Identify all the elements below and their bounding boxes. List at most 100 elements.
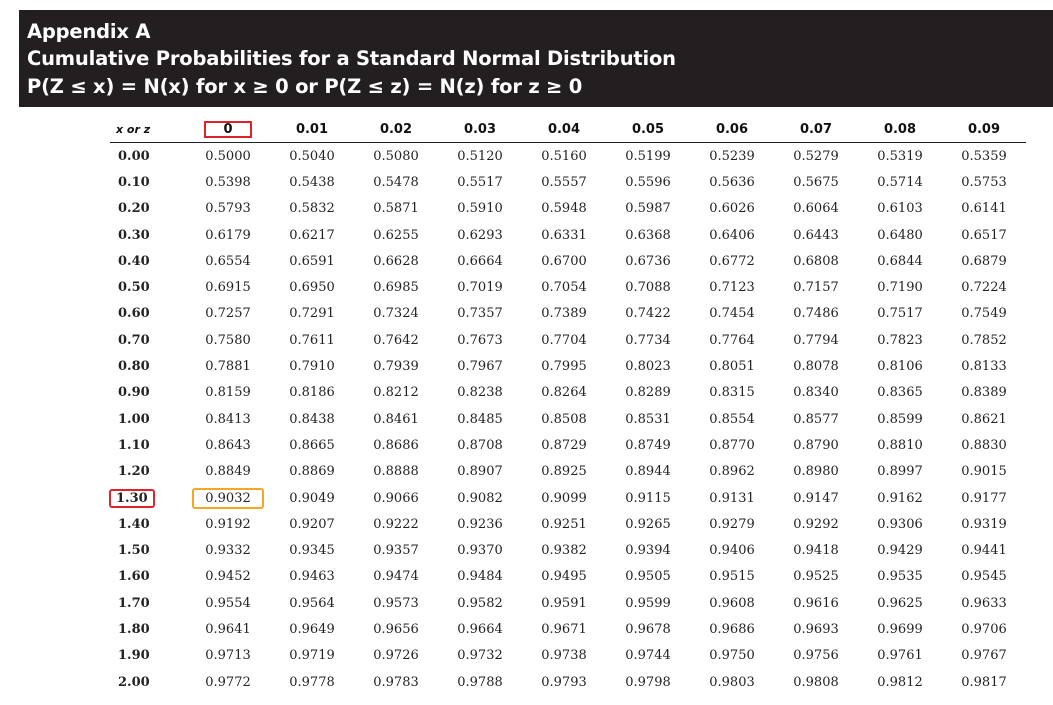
table-cell: 0.9803 xyxy=(690,669,774,695)
cell-value: 0.9495 xyxy=(541,569,587,585)
table-cell: 0.9726 xyxy=(354,643,438,669)
row-label-cell: 0.30 xyxy=(110,222,186,248)
table-cell: 0.9686 xyxy=(690,616,774,642)
row-label: 0.70 xyxy=(118,332,150,348)
table-cell: 0.9345 xyxy=(270,537,354,563)
cell-value: 0.9573 xyxy=(373,595,419,611)
table-row: 1.10 0.8643 0.8665 0.8686 0.8708 0.8729 0.8749… xyxy=(110,432,1026,458)
row-label-cell: 0.00 xyxy=(110,143,186,170)
cell-value: 0.8830 xyxy=(961,437,1007,453)
table-cell: 0.9131 xyxy=(690,485,774,511)
cell-value: 0.8365 xyxy=(877,385,923,401)
table-cell: 0.9633 xyxy=(942,590,1026,616)
table-cell: 0.5753 xyxy=(942,169,1026,195)
table-cell: 0.9319 xyxy=(942,511,1026,537)
table-cell: 0.7019 xyxy=(438,274,522,300)
cell-value: 0.9649 xyxy=(289,621,335,637)
table-cell: 0.5080 xyxy=(354,143,438,170)
cell-value: 0.5000 xyxy=(205,148,251,164)
row-label-cell: 0.90 xyxy=(110,380,186,406)
table-cell: 0.9788 xyxy=(438,669,522,695)
table-cell: 0.7881 xyxy=(186,353,270,379)
table-cell: 0.8686 xyxy=(354,432,438,458)
row-label: 1.90 xyxy=(118,648,150,664)
table-row: 0.50 0.6915 0.6950 0.6985 0.7019 0.7054 0.7088… xyxy=(110,274,1026,300)
table-cell: 0.9192 xyxy=(186,511,270,537)
table-cell: 0.5675 xyxy=(774,169,858,195)
cell-value: 0.9678 xyxy=(625,621,671,637)
row-label: 1.40 xyxy=(118,516,150,532)
column-header-label: 0.03 xyxy=(463,121,497,137)
cell-value: 0.7764 xyxy=(709,332,755,348)
cell-value: 0.9591 xyxy=(541,595,587,611)
table-cell: 0.9292 xyxy=(774,511,858,537)
cell-value: 0.9616 xyxy=(793,595,839,611)
cell-value: 0.7389 xyxy=(541,306,587,322)
column-header: 0.04 xyxy=(522,116,606,143)
row-label-cell: 0.50 xyxy=(110,274,186,300)
table-cell: 0.9678 xyxy=(606,616,690,642)
table-cell: 0.9772 xyxy=(186,669,270,695)
appendix-title: Appendix A xyxy=(27,20,151,43)
cell-value: 0.8888 xyxy=(373,464,419,480)
cell-value: 0.6664 xyxy=(457,253,503,269)
table-cell: 0.9147 xyxy=(774,485,858,511)
cell-value: 0.9803 xyxy=(709,674,755,690)
table-cell: 0.9418 xyxy=(774,537,858,563)
table-cell: 0.5319 xyxy=(858,143,942,170)
table-cell: 0.9394 xyxy=(606,537,690,563)
table-cell: 0.8078 xyxy=(774,353,858,379)
table-cell: 0.7157 xyxy=(774,274,858,300)
cell-value: 0.9406 xyxy=(709,543,755,559)
cell-value: 0.6406 xyxy=(709,227,755,243)
table-cell: 0.5478 xyxy=(354,169,438,195)
table-cell: 0.8962 xyxy=(690,459,774,485)
column-header: 0.05 xyxy=(606,116,690,143)
row-label: 0.60 xyxy=(118,306,150,322)
cell-value: 0.7852 xyxy=(961,332,1007,348)
cell-value: 0.8159 xyxy=(205,385,251,401)
table-cell: 0.9573 xyxy=(354,590,438,616)
cell-value: 0.7019 xyxy=(457,280,503,296)
row-label: 0.20 xyxy=(118,201,150,217)
row-label: 0.50 xyxy=(118,280,150,296)
cell-value: 0.6700 xyxy=(541,253,587,269)
table-cell: 0.6141 xyxy=(942,196,1026,222)
cell-value: 0.5793 xyxy=(205,201,251,217)
cell-value: 0.9686 xyxy=(709,621,755,637)
table-cell: 0.5120 xyxy=(438,143,522,170)
table-body: 0.00 0.5000 0.5040 0.5080 0.5120 0.5160 0.5199… xyxy=(109,143,1026,696)
table-cell: 0.8944 xyxy=(606,459,690,485)
table-cell: 0.7389 xyxy=(522,301,606,327)
table-cell: 0.7257 xyxy=(186,301,270,327)
cell-value: 0.8621 xyxy=(961,411,1007,427)
table-cell: 0.6554 xyxy=(186,248,270,274)
cell-value: 0.9319 xyxy=(961,516,1007,532)
table-cell: 0.6406 xyxy=(690,222,774,248)
cell-value: 0.9564 xyxy=(289,595,335,611)
cell-value: 0.5557 xyxy=(541,174,587,190)
cell-value: 0.8461 xyxy=(373,411,419,427)
cell-value: 0.5478 xyxy=(373,174,419,190)
table-row: 0.30 0.6179 0.6217 0.6255 0.6293 0.6331 0.6368… xyxy=(110,222,1026,248)
table-cell: 0.8925 xyxy=(522,459,606,485)
cell-value: 0.9049 xyxy=(289,490,335,506)
cell-value: 0.9382 xyxy=(541,543,587,559)
table-cell: 0.8289 xyxy=(606,380,690,406)
cell-value: 0.9306 xyxy=(877,516,923,532)
cell-value: 0.7054 xyxy=(541,280,587,296)
cell-value: 0.7257 xyxy=(205,306,251,322)
cell-value: 0.9738 xyxy=(541,648,587,664)
cell-value: 0.9474 xyxy=(373,569,419,585)
column-header-label: 0.05 xyxy=(631,121,665,137)
cell-value: 0.7673 xyxy=(457,332,503,348)
table-cell: 0.9099 xyxy=(522,485,606,511)
row-label: 1.00 xyxy=(118,411,150,427)
cell-value: 0.7157 xyxy=(793,280,839,296)
cell-value: 0.9656 xyxy=(373,621,419,637)
cell-value: 0.7454 xyxy=(709,306,755,322)
table-cell: 0.8810 xyxy=(858,432,942,458)
cell-value: 0.8790 xyxy=(793,437,839,453)
cell-value: 0.7580 xyxy=(205,332,251,348)
cell-value: 0.6255 xyxy=(373,227,419,243)
